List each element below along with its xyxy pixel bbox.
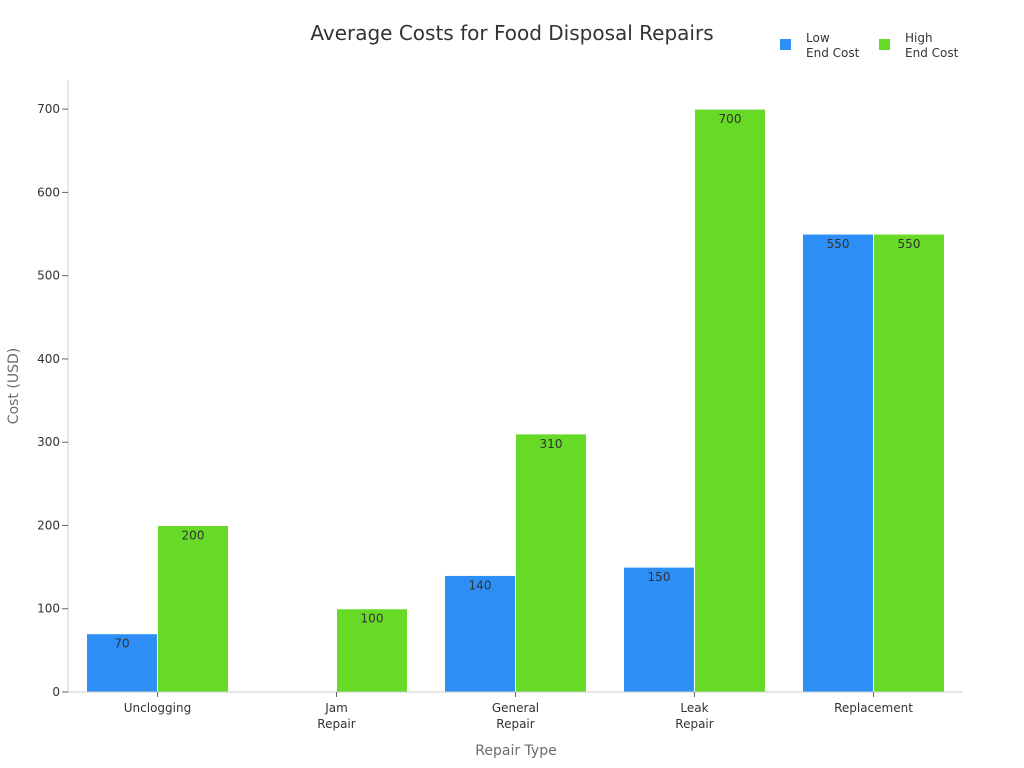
data-label: 70 [114, 637, 129, 651]
legend-label-line: End Cost [806, 46, 860, 60]
data-labels: 70 200 100 140 310 150 700 550 550 [114, 112, 920, 651]
y-tick-label: 0 [52, 685, 60, 699]
bar-low-3 [623, 566, 695, 693]
bar-high-2 [515, 433, 587, 693]
x-tick-label: Leak Repair [675, 701, 713, 731]
data-label: 200 [182, 528, 205, 542]
x-tick-label-line: Repair [675, 717, 713, 731]
legend-label: Low End Cost [806, 31, 860, 60]
bar-high-4 [873, 233, 945, 693]
legend-swatch [879, 39, 890, 50]
y-tick-label: 500 [37, 269, 60, 283]
legend-swatch [780, 39, 791, 50]
y-axis: 0 100 200 300 400 500 600 700 [37, 80, 69, 699]
x-tick-label-line: Repair [496, 717, 534, 731]
legend-item-low[interactable]: Low End Cost [780, 31, 860, 60]
legend-label-line: High [905, 31, 933, 45]
data-label: 310 [540, 437, 563, 451]
y-tick-label: 700 [37, 102, 60, 116]
data-label: 550 [898, 237, 921, 251]
x-tick-label: General Repair [492, 701, 539, 731]
x-tick-label-line: Unclogging [124, 701, 191, 715]
y-tick-label: 400 [37, 352, 60, 366]
x-axis: Unclogging Jam Repair General Repair Leak Repa… [68, 691, 963, 731]
data-label: 140 [469, 578, 492, 592]
y-tick-label: 600 [37, 185, 60, 199]
bar-low-4 [802, 233, 874, 693]
y-tick-label: 100 [37, 602, 60, 616]
x-tick-label-line: General [492, 701, 539, 715]
x-tick-label-line: Jam [324, 701, 348, 715]
legend-label-line: End Cost [905, 46, 959, 60]
data-label: 150 [648, 570, 671, 584]
legend-item-high[interactable]: High End Cost [879, 31, 959, 60]
x-axis-title: Repair Type [475, 743, 556, 759]
x-tick-label: Replacement [834, 701, 913, 715]
y-axis-title: Cost (USD) [6, 348, 22, 424]
x-tick-label-line: Leak [680, 701, 708, 715]
bar-low-2 [444, 574, 516, 693]
legend-label: High End Cost [905, 31, 959, 60]
legend-label-line: Low [806, 31, 830, 45]
x-tick-label-line: Repair [317, 717, 355, 731]
data-label: 550 [827, 237, 850, 251]
bar-high-3 [694, 108, 766, 693]
data-label: 700 [719, 112, 742, 126]
y-tick-label: 200 [37, 518, 60, 532]
x-tick-label-line: Replacement [834, 701, 913, 715]
chart-title: Average Costs for Food Disposal Repairs [310, 21, 713, 45]
bar-high-0 [157, 524, 229, 693]
bars [86, 108, 945, 693]
data-label: 100 [361, 612, 384, 626]
x-tick-label: Unclogging [124, 701, 191, 715]
y-tick-label: 300 [37, 435, 60, 449]
x-tick-label: Jam Repair [317, 701, 355, 731]
